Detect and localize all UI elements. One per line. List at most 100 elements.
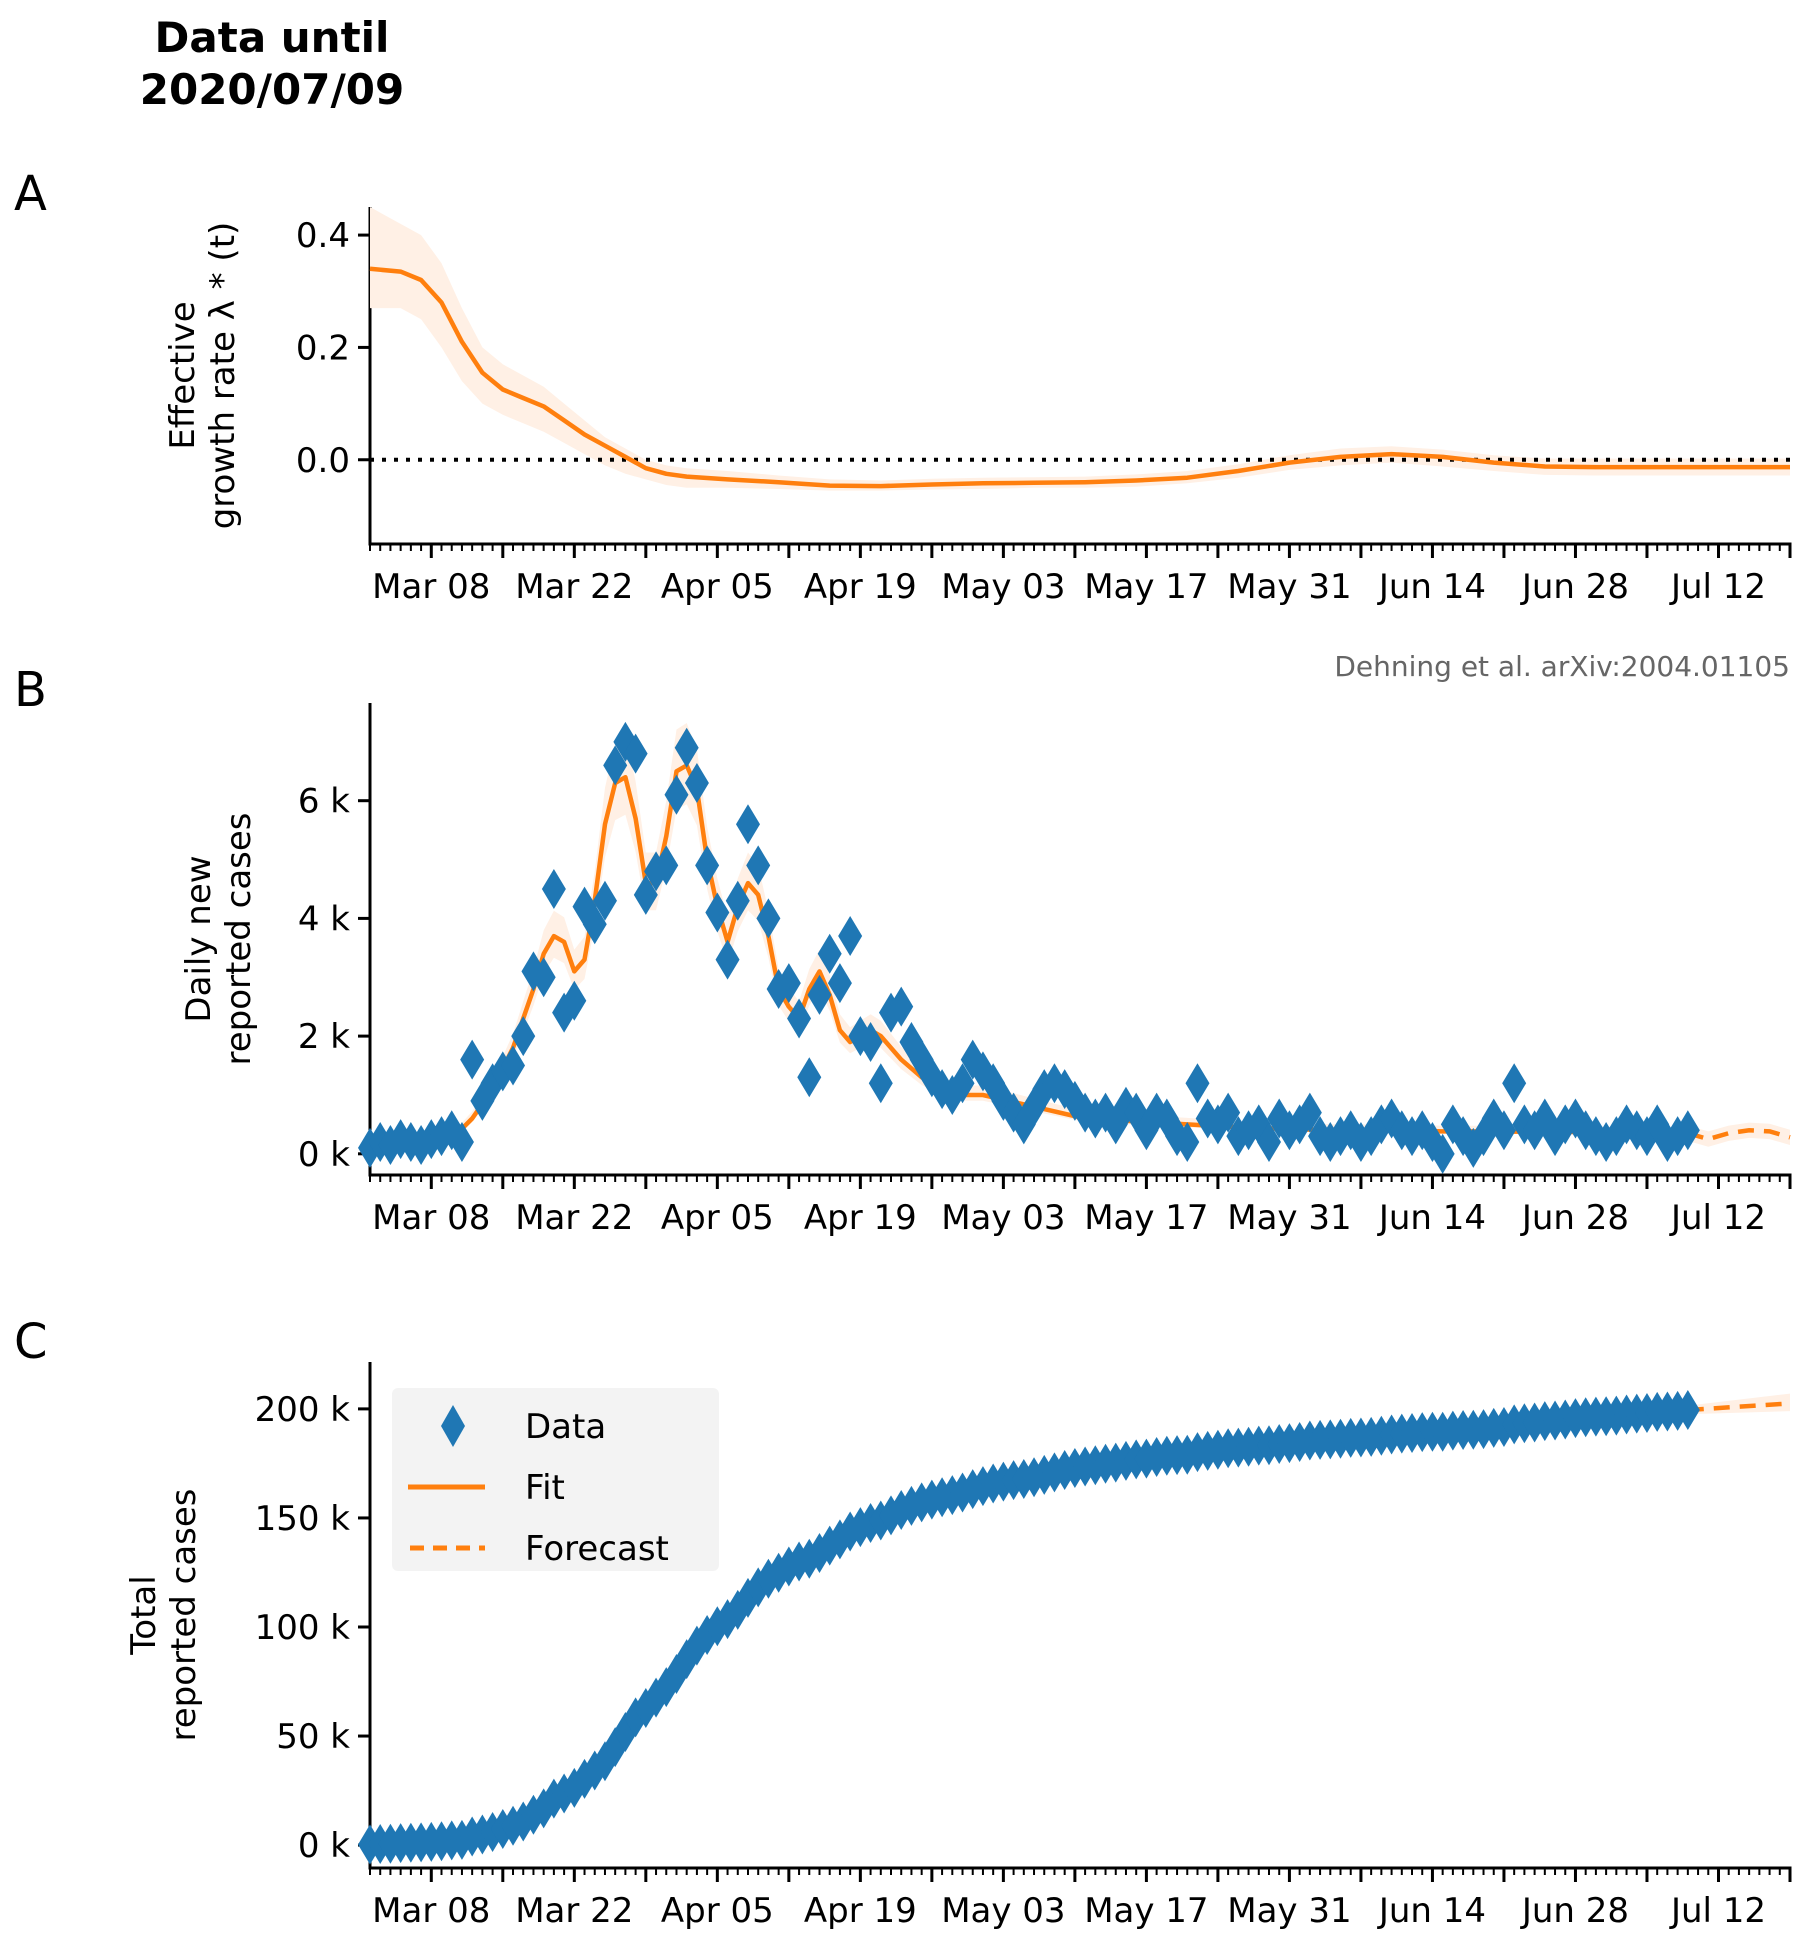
data-point (1675, 1389, 1700, 1430)
x-tick-label: May 31 (1227, 567, 1351, 607)
figure-title-line-2: 2020/07/09 (140, 65, 404, 114)
x-tick-label: Jun 28 (1520, 1198, 1629, 1238)
data-point (592, 880, 617, 921)
y-tick-label: 0 k (298, 1826, 350, 1866)
data-point (787, 998, 812, 1039)
data-point (695, 845, 720, 886)
x-tick-label: Apr 19 (804, 567, 917, 607)
data-point (1675, 1110, 1700, 1151)
data-point (807, 974, 832, 1015)
y-tick-label: 0.2 (296, 328, 350, 368)
x-tick-label: May 17 (1084, 1198, 1208, 1238)
y-axis-label-line-1: Effective (163, 301, 203, 449)
legend-data-marker-icon (441, 1405, 465, 1447)
legend-background (392, 1388, 719, 1571)
forecast-uncertainty-band (1687, 1393, 1790, 1415)
data-point (746, 845, 771, 886)
fit-uncertainty-band (370, 723, 1688, 1149)
figure-title-line-1: Data until (155, 13, 390, 62)
x-tick-label: May 03 (941, 567, 1065, 607)
panel-b-daily-cases: 0 k 2 k 4 k 6 k Mar 08 Mar 22 Apr 05 Apr 19 May … (179, 703, 1792, 1238)
legend-label: Data (525, 1407, 606, 1447)
x-tick-label: Jun 28 (1520, 567, 1629, 607)
y-tick-label: 6 k (298, 782, 350, 822)
data-point (1175, 1122, 1200, 1163)
panel-a-growth-rate: 0.0 0.2 0.4 Mar 08 Mar 22 Apr 05 Apr 19 May 03 M… (163, 207, 1792, 607)
panel-letter-b: B (14, 662, 47, 718)
data-point (654, 845, 679, 886)
data-point (1491, 1110, 1516, 1151)
data-point (889, 986, 914, 1027)
data-point (950, 1063, 975, 1104)
x-tick-label: Apr 19 (804, 1198, 917, 1238)
fit-line (369, 266, 1790, 489)
x-tick-label: May 31 (1227, 1891, 1351, 1931)
data-point (664, 774, 689, 815)
x-tick-label: May 17 (1084, 1891, 1208, 1931)
data-point (1297, 1092, 1322, 1133)
data-point (541, 868, 566, 909)
data-point (838, 916, 863, 957)
legend: Data Fit Forecast (392, 1388, 719, 1571)
data-point (756, 898, 781, 939)
credit-text: Dehning et al. arXiv:2004.01105 (1334, 650, 1790, 683)
x-tick-label: Mar 08 (372, 1198, 490, 1238)
x-tick-label: Jun 28 (1520, 1891, 1629, 1931)
data-point (715, 939, 740, 980)
data-point (623, 733, 648, 774)
x-tick-label: Mar 08 (372, 1891, 490, 1931)
panel-letter-c: C (14, 1314, 48, 1370)
x-tick-label: Jun 14 (1377, 1198, 1486, 1238)
data-point (531, 957, 556, 998)
forecast-line (1687, 1401, 1791, 1413)
data-point (684, 763, 709, 804)
y-axis-label-line-1: Total (124, 1575, 164, 1655)
y-tick-label: 4 k (298, 899, 350, 939)
data-point (1430, 1133, 1455, 1174)
forecast-line (1687, 1128, 1791, 1142)
data-point (1256, 1122, 1281, 1163)
x-tick-label: Jul 12 (1669, 1198, 1766, 1238)
data-point (735, 804, 760, 845)
fit-uncertainty-band (370, 207, 1790, 491)
y-tick-label: 0 k (298, 1135, 350, 1175)
data-point (460, 1039, 485, 1080)
data-point (633, 874, 658, 915)
data-point (562, 980, 587, 1021)
data-point (1011, 1104, 1036, 1145)
forecast-uncertainty-band (1687, 1122, 1790, 1147)
data-point (705, 892, 730, 933)
x-tick-label: May 03 (941, 1198, 1065, 1238)
legend-label: Fit (525, 1468, 565, 1508)
fit-line (369, 763, 1688, 1151)
data-point (776, 963, 801, 1004)
y-tick-label: 0.4 (296, 216, 350, 256)
data-point (827, 963, 852, 1004)
y-axis-label-line-2: growth rate λ * (t) (203, 222, 243, 530)
data-point (449, 1122, 474, 1163)
x-tick-label: Jul 12 (1669, 567, 1766, 607)
y-tick-label: 200 k (255, 1390, 351, 1430)
x-tick-label: Apr 19 (804, 1891, 917, 1931)
data-point (797, 1057, 822, 1098)
x-tick-label: Mar 22 (515, 1891, 633, 1931)
legend-label: Forecast (525, 1529, 669, 1569)
data-point (858, 1021, 883, 1062)
y-tick-label: 150 k (255, 1499, 351, 1539)
x-tick-label: Jun 14 (1377, 567, 1486, 607)
x-tick-label: May 03 (941, 1891, 1065, 1931)
x-tick-label: Mar 08 (372, 567, 490, 607)
y-axis-label-line-2: reported cases (164, 1488, 204, 1741)
data-point (674, 727, 699, 768)
panel-c-total-cases: 0 k 50 k 100 k 150 k 200 k Mar 08 Mar 22 Apr 05… (124, 1362, 1792, 1931)
data-point (1216, 1092, 1241, 1133)
y-axis-label-line-2: reported cases (219, 812, 259, 1065)
y-tick-label: 2 k (298, 1017, 350, 1057)
x-tick-label: Mar 22 (515, 1198, 633, 1238)
data-point (725, 880, 750, 921)
data-point (511, 1016, 536, 1057)
data-point (1502, 1063, 1527, 1104)
data-point (501, 1045, 526, 1086)
x-tick-label: Jun 14 (1377, 1891, 1486, 1931)
data-point (868, 1063, 893, 1104)
